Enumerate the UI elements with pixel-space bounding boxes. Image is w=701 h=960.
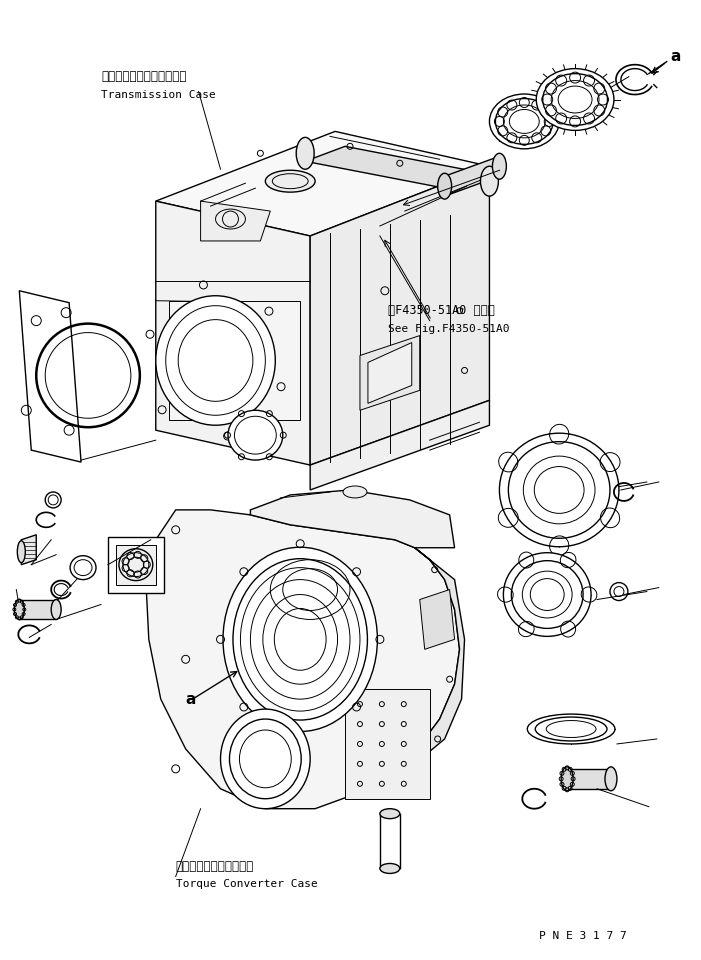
- Polygon shape: [156, 132, 489, 236]
- Ellipse shape: [480, 166, 498, 196]
- Polygon shape: [156, 201, 310, 465]
- Polygon shape: [420, 589, 454, 649]
- Bar: [116, 544, 156, 585]
- Ellipse shape: [51, 600, 61, 619]
- Polygon shape: [20, 600, 56, 619]
- Polygon shape: [567, 769, 611, 789]
- Ellipse shape: [14, 600, 25, 619]
- Ellipse shape: [562, 767, 573, 791]
- Ellipse shape: [228, 410, 283, 460]
- Polygon shape: [368, 343, 411, 403]
- Ellipse shape: [380, 808, 400, 819]
- Text: Torque Converter Case: Torque Converter Case: [176, 879, 318, 889]
- Bar: [108, 537, 164, 592]
- Ellipse shape: [18, 540, 25, 563]
- Ellipse shape: [297, 137, 314, 169]
- Polygon shape: [360, 336, 420, 410]
- Ellipse shape: [499, 433, 619, 547]
- Ellipse shape: [223, 547, 377, 732]
- Ellipse shape: [70, 556, 96, 580]
- Ellipse shape: [492, 154, 506, 180]
- Polygon shape: [250, 490, 454, 548]
- Text: Transmission Case: Transmission Case: [101, 89, 216, 100]
- Text: See Fig.F4350-51A0: See Fig.F4350-51A0: [388, 324, 510, 334]
- Polygon shape: [146, 510, 460, 808]
- Ellipse shape: [221, 709, 310, 808]
- Ellipse shape: [536, 68, 614, 131]
- Polygon shape: [200, 201, 271, 241]
- Polygon shape: [169, 300, 300, 420]
- Text: トランスミッションケース: トランスミッションケース: [101, 70, 186, 84]
- Polygon shape: [444, 156, 499, 196]
- Ellipse shape: [343, 486, 367, 498]
- Polygon shape: [310, 166, 489, 465]
- Text: a: a: [671, 49, 681, 64]
- Ellipse shape: [266, 170, 315, 192]
- Polygon shape: [345, 689, 430, 799]
- Ellipse shape: [527, 714, 615, 744]
- Polygon shape: [305, 146, 489, 189]
- Ellipse shape: [437, 173, 451, 199]
- Polygon shape: [20, 291, 81, 462]
- Ellipse shape: [503, 553, 591, 636]
- Ellipse shape: [380, 863, 400, 874]
- Polygon shape: [21, 535, 36, 564]
- Text: 第F4350-51A0 図参照: 第F4350-51A0 図参照: [388, 304, 495, 317]
- Text: P N E 3 1 7 7: P N E 3 1 7 7: [539, 931, 627, 941]
- Text: トルクコンバータケース: トルクコンバータケース: [176, 860, 254, 873]
- Polygon shape: [310, 400, 489, 490]
- Text: a: a: [186, 691, 196, 707]
- Ellipse shape: [605, 767, 617, 791]
- Polygon shape: [370, 548, 465, 789]
- Ellipse shape: [156, 296, 275, 425]
- Ellipse shape: [489, 94, 559, 149]
